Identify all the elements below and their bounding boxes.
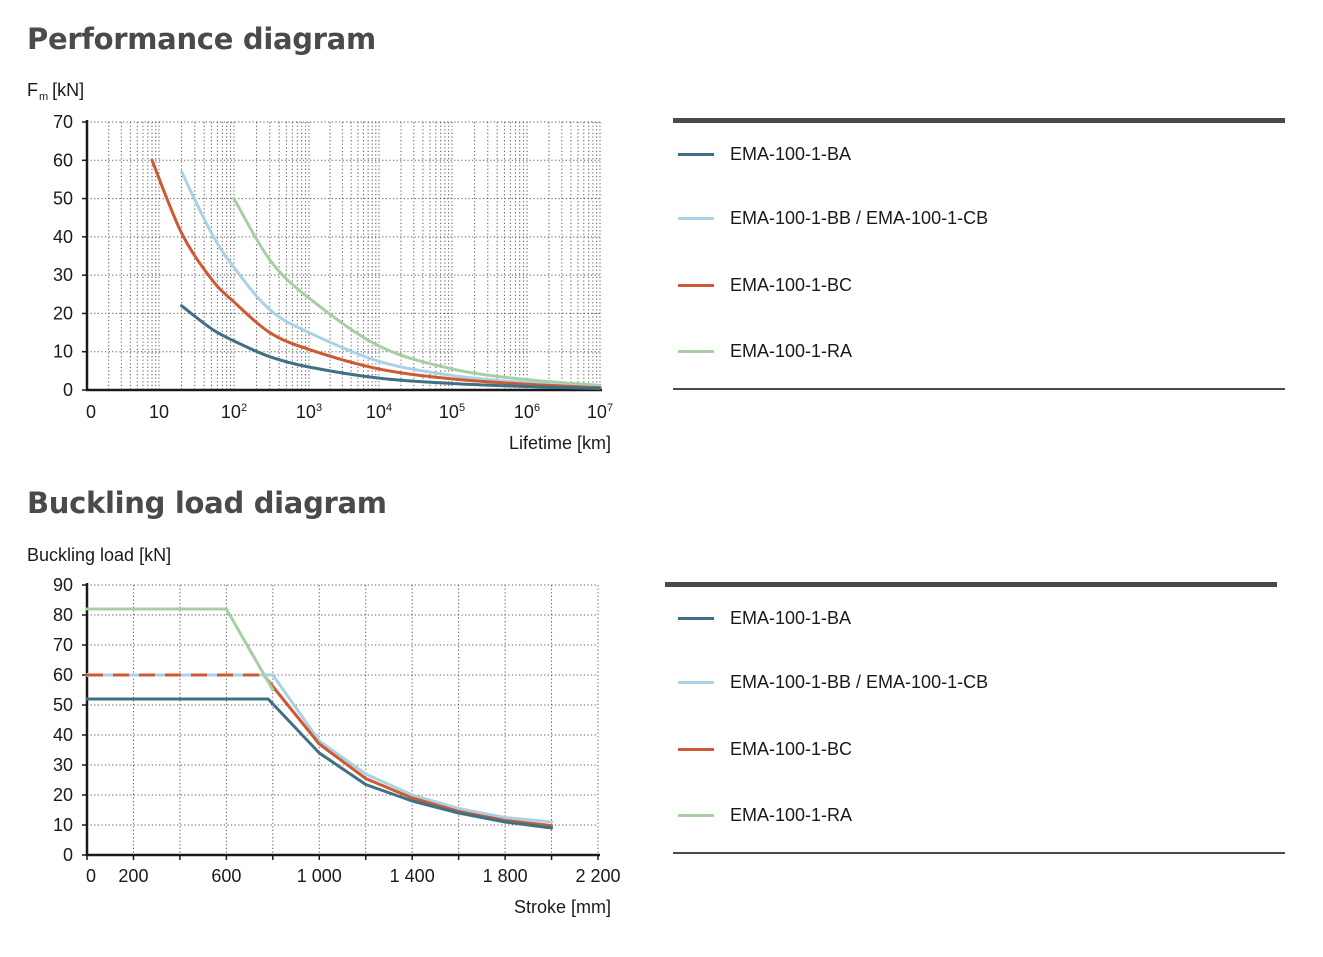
x-tick-label: 102: [221, 402, 247, 422]
series-line-ema-100-1-ra: [232, 197, 602, 387]
performance-legend: EMA-100-1-BA EMA-100-1-BB / EMA-100-1-CB…: [673, 118, 1285, 392]
y-tick-label: 10: [53, 342, 73, 362]
legend-swatch: [678, 748, 714, 751]
x-tick-label: 1 800: [483, 866, 528, 886]
y-tick-label: 60: [53, 150, 73, 170]
y-tick-label: 90: [53, 575, 73, 595]
y-tick-label: 30: [53, 265, 73, 285]
performance-chart: 0 10 20 30 40 50 60 70 0 10 102 103 104 105 106 107 Life…: [53, 112, 613, 453]
x-tick-label: 0: [86, 402, 96, 422]
y-tick-label: 40: [53, 725, 73, 745]
series-line-ema-100-1-bb-ema-100-1-cb: [180, 170, 602, 389]
y-tick-label: 70: [53, 635, 73, 655]
series-line-ema-100-1-bc: [150, 158, 602, 390]
legend-item-ema-100-1-bc: EMA-100-1-BC: [678, 275, 852, 296]
legend-item-ema-100-1-ra: EMA-100-1-RA: [678, 341, 852, 362]
legend-swatch: [678, 217, 714, 220]
y-tick-label: 30: [53, 755, 73, 775]
legend-label: EMA-100-1-BC: [730, 275, 853, 295]
series-line-ema-100-1-ra: [85, 607, 275, 692]
y-tick-label: 40: [53, 227, 73, 247]
legend-swatch: [678, 617, 714, 620]
series-line-ema-100-1-ba: [180, 304, 602, 390]
legend-label: EMA-100-1-BB / EMA-100-1-CB: [730, 208, 989, 228]
x-tick-label: 105: [439, 402, 465, 422]
x-tick-label: 10: [149, 402, 169, 422]
legend-item-ema-100-1-bb-cb: EMA-100-1-BB / EMA-100-1-CB: [678, 208, 988, 229]
series-line-ema-100-1-bb-ema-100-1-cb: [85, 673, 554, 824]
y-tick-label: 80: [53, 605, 73, 625]
x-tick-label: 2 200: [575, 866, 620, 886]
legend-swatch: [678, 350, 714, 353]
y-tick-label: 50: [53, 189, 73, 209]
legend-label: EMA-100-1-BB / EMA-100-1-CB: [730, 672, 989, 692]
y-tick-label: 10: [53, 815, 73, 835]
x-tick-label: 104: [366, 402, 392, 422]
legend-bottom-rule: [673, 388, 1285, 390]
buckling-y-axis-label: Buckling load [kN]: [27, 545, 172, 565]
y-tick-label: 20: [53, 303, 73, 323]
legend-item-ema-100-1-ba: EMA-100-1-BA: [678, 144, 851, 165]
y-tick-label: 50: [53, 695, 73, 715]
legend-label: EMA-100-1-RA: [730, 805, 853, 825]
legend-top-rule: [665, 582, 1277, 587]
y-tick-label: 60: [53, 665, 73, 685]
performance-y-axis-label: Fm [kN]: [27, 80, 85, 103]
y-tick-label: 0: [63, 380, 73, 400]
performance-diagram-title: Performance diagram: [27, 22, 376, 56]
x-tick-label: 600: [211, 866, 241, 886]
y-tick-label: 70: [53, 112, 73, 132]
x-tick-label: 107: [587, 402, 613, 422]
buckling-diagram-title: Buckling load diagram: [27, 486, 387, 520]
legend-item-ema-100-1-bc: EMA-100-1-BC: [678, 739, 852, 760]
legend-item-ema-100-1-bb-cb: EMA-100-1-BB / EMA-100-1-CB: [678, 672, 988, 693]
y-tick-label: 0: [63, 845, 73, 865]
legend-item-ema-100-1-ba: EMA-100-1-BA: [678, 608, 851, 629]
x-tick-label: 106: [514, 402, 540, 422]
x-axis-label: Stroke [mm]: [514, 897, 611, 917]
legend-top-rule: [673, 118, 1285, 123]
y-tick-label: 20: [53, 785, 73, 805]
x-tick-label: 103: [296, 402, 322, 422]
series-line-ema-100-1-ba: [85, 697, 554, 830]
x-tick-label: 1 400: [390, 866, 435, 886]
legend-swatch: [678, 814, 714, 817]
legend-label: EMA-100-1-BA: [730, 144, 852, 164]
legend-item-ema-100-1-ra: EMA-100-1-RA: [678, 805, 852, 826]
legend-label: EMA-100-1-BC: [730, 739, 853, 759]
x-tick-label: 1 000: [297, 866, 342, 886]
buckling-legend: EMA-100-1-BA EMA-100-1-BB / EMA-100-1-CB…: [665, 582, 1285, 856]
x-tick-label: 0: [86, 866, 96, 886]
legend-swatch: [678, 153, 714, 156]
legend-label: EMA-100-1-RA: [730, 341, 853, 361]
x-axis-label: Lifetime [km]: [509, 433, 611, 453]
legend-bottom-rule: [673, 852, 1285, 854]
legend-swatch: [678, 284, 714, 287]
legend-label: EMA-100-1-BA: [730, 608, 852, 628]
legend-swatch: [678, 681, 714, 684]
x-tick-label: 200: [118, 866, 148, 886]
